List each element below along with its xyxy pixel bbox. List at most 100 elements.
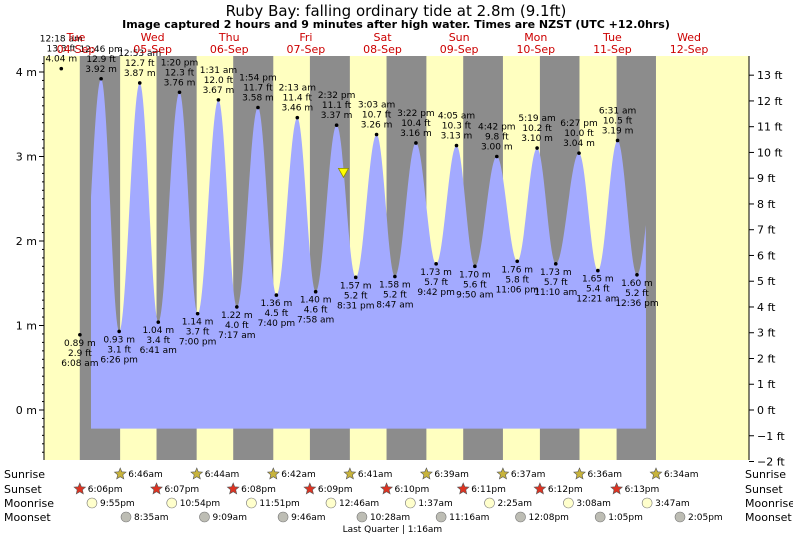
sunrise-time: 6:46am (128, 470, 163, 480)
day-name: Tue (66, 31, 86, 44)
day-date: 11-Sep (593, 43, 632, 56)
left-axis-tick-label: 0 m (16, 404, 37, 417)
sunrise-time: 6:42am (281, 470, 316, 480)
sunset-icon (226, 482, 240, 495)
day-date: 05-Sep (133, 43, 172, 56)
low-tide-feet: 5.2 ft (383, 290, 407, 300)
moonrise-time: 11:51pm (259, 499, 299, 509)
high-tide-metres: 4.04 m (45, 55, 77, 65)
right-axis-tick-label: 1 ft (757, 378, 776, 391)
moonrise-time: 2:25am (498, 499, 532, 509)
high-tide-feet: 12.9 ft (86, 55, 116, 65)
right-axis-tick-label: 13 ft (757, 69, 783, 82)
moonset-icon (594, 511, 606, 523)
right-axis-tick-label: 7 ft (757, 224, 776, 237)
low-tide-metres: 1.65 m (582, 275, 614, 285)
sunrise-icon (496, 467, 510, 480)
current-tide-marker (337, 168, 350, 179)
high-tide-time: 4:42 pm (478, 123, 516, 133)
sunset-time: 6:10pm (395, 485, 430, 495)
sunset-time: 6:06pm (88, 485, 123, 495)
high-tide-time: 3:03 am (358, 101, 395, 111)
high-tide-feet: 10.2 ft (522, 124, 552, 134)
low-tide-feet: 5.2 ft (625, 289, 649, 299)
low-tide-metres: 1.58 m (379, 280, 411, 290)
moonset-time: 12:08pm (529, 513, 569, 523)
low-tide-feet: 4.5 ft (265, 309, 289, 319)
moonrise-icon (325, 497, 337, 509)
left-axis-tick-label: 2 m (16, 235, 37, 248)
high-tide-feet: 12.0 ft (204, 76, 234, 86)
event-row-label-right: Sunset (745, 483, 783, 496)
tide-water-area (91, 78, 647, 429)
chart-subtitle: Image captured 2 hours and 9 minutes aft… (122, 18, 670, 31)
low-tide-point (553, 262, 558, 266)
moonset-icon (120, 511, 132, 523)
low-tide-point (313, 289, 318, 294)
low-tide-time: 11:06 pm (496, 285, 539, 295)
moonrise-icon (405, 497, 416, 509)
moonset-icon (277, 511, 289, 523)
low-tide-metres: 1.73 m (540, 268, 572, 278)
sunrise-icon (419, 467, 433, 480)
sunset-icon (456, 482, 470, 495)
sunset-icon (150, 482, 163, 495)
moonrise-time: 3:08am (576, 499, 611, 509)
right-axis-tick-label: 3 ft (757, 327, 776, 340)
high-tide-metres: 3.67 m (203, 86, 235, 96)
high-tide-feet: 10.3 ft (442, 122, 472, 132)
high-tide-metres: 3.16 m (400, 129, 432, 139)
low-tide-point (353, 275, 358, 280)
high-tide-time: 2:32 pm (318, 91, 356, 101)
moonrise-icon (484, 497, 495, 509)
event-row-label-right: Moonset (745, 511, 792, 524)
right-axis-tick-label: −1 ft (757, 430, 785, 443)
low-tide-time: 7:00 pm (179, 338, 217, 348)
event-row-label-left: Sunset (4, 483, 42, 496)
low-tide-time: 9:50 am (456, 290, 493, 300)
high-tide-feet: 11.7 ft (243, 83, 273, 93)
high-tide-point (59, 66, 64, 71)
sunrise-icon (573, 467, 586, 480)
low-tide-point (515, 259, 520, 264)
right-axis-tick-label: 0 ft (757, 404, 776, 417)
low-tide-time: 6:08 am (61, 359, 98, 369)
moon-phase-label: Last Quarter | 1:16am (343, 525, 443, 535)
sunrise-time: 6:44am (205, 470, 240, 480)
high-tide-metres: 3.76 m (164, 78, 196, 88)
moonrise-icon (166, 497, 178, 509)
low-tide-point (117, 329, 121, 334)
high-tide-point (374, 132, 379, 137)
moonset-icon (515, 511, 526, 523)
low-tide-point (434, 262, 438, 266)
high-tide-feet: 10.0 ft (564, 129, 594, 139)
low-tide-point (78, 332, 82, 337)
high-tide-metres: 3.92 m (85, 65, 117, 75)
day-date: 12-Sep (670, 43, 709, 56)
high-tide-time: 1:31 am (200, 66, 237, 76)
moonset-time: 10:28am (370, 513, 410, 523)
high-tide-point (334, 123, 339, 128)
low-tide-feet: 5.8 ft (505, 275, 529, 285)
sunrise-icon (266, 467, 280, 480)
low-tide-point (235, 305, 239, 309)
low-tide-point (596, 268, 600, 273)
sunrise-icon (649, 467, 663, 480)
low-tide-metres: 1.14 m (182, 318, 214, 328)
left-axis-tick-label: 1 m (16, 320, 37, 333)
high-tide-metres: 3.04 m (563, 139, 595, 149)
right-axis-tick-label: 5 ft (757, 275, 776, 288)
low-tide-metres: 1.22 m (221, 311, 253, 321)
day-name: Sun (449, 31, 470, 44)
sunset-time: 6:12pm (548, 485, 583, 495)
high-tide-time: 5:19 am (518, 114, 555, 124)
sunset-time: 6:08pm (241, 485, 276, 495)
sunset-time: 6:07pm (164, 485, 199, 495)
low-tide-time: 9:42 pm (417, 288, 455, 298)
sunset-icon (73, 482, 87, 495)
right-axis-tick-label: 6 ft (757, 249, 776, 262)
low-tide-time: 7:58 am (297, 316, 334, 326)
